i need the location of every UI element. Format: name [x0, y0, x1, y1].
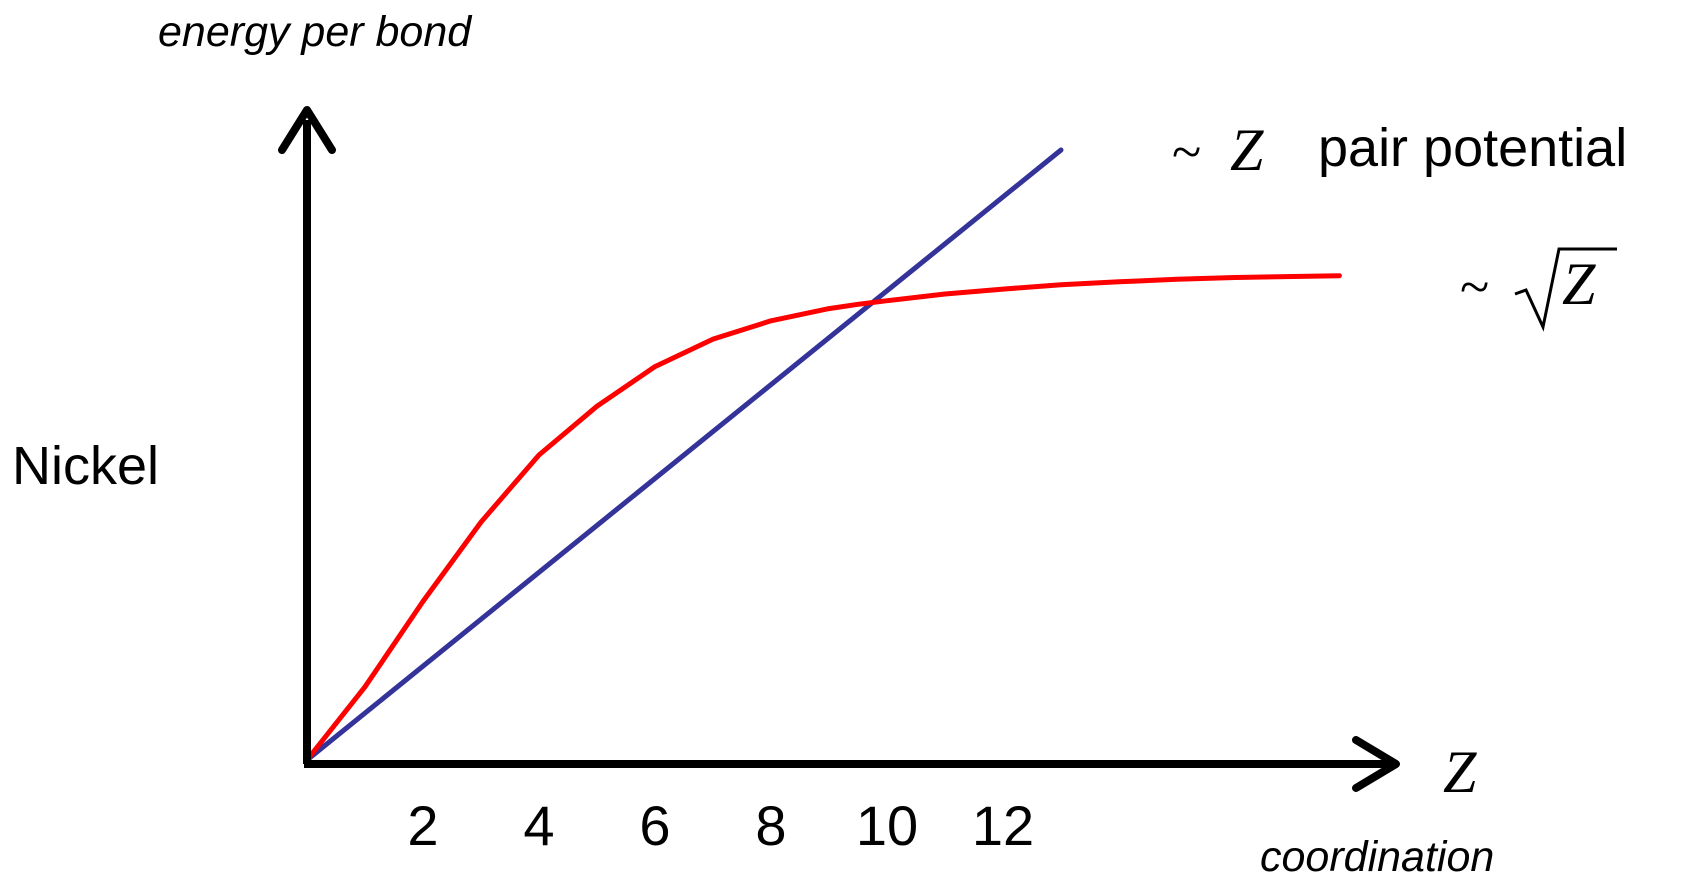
x-axis-symbol: Z — [1443, 739, 1477, 805]
x-tick-label: 10 — [856, 794, 918, 857]
x-axis-arrowhead — [1352, 736, 1400, 792]
side-label: Nickel — [12, 436, 159, 496]
x-tick-label: 6 — [639, 794, 670, 857]
y-axis-arrowhead — [278, 106, 336, 154]
legend-pair-potential: ~ Z pair potential — [1172, 117, 1627, 183]
y-axis-label: energy per bond — [158, 8, 473, 56]
x-tick-label: 12 — [972, 794, 1034, 857]
legend-pair-tilde: ~ — [1172, 122, 1201, 182]
legend-pair-label: pair potential — [1318, 118, 1627, 178]
series-layer — [304, 147, 1342, 763]
legend-sqrt-radicand: Z — [1562, 251, 1596, 317]
x-tick-label: 4 — [523, 794, 554, 857]
x-tick-labels: 2 4 6 8 10 12 — [407, 794, 1034, 857]
x-tick-label: 2 — [407, 794, 438, 857]
series-line-sqrt-z — [304, 273, 1342, 763]
x-axis-label: coordination — [1260, 833, 1494, 873]
sqrt-radical-icon — [1514, 247, 1617, 332]
legend-sqrt-tilde: ~ — [1460, 257, 1489, 317]
series-line-pair-potential — [304, 147, 1064, 763]
legend-pair-symbol: Z — [1230, 117, 1264, 183]
legend-sqrt: ~ Z — [1460, 247, 1617, 332]
x-tick-label: 8 — [755, 794, 786, 857]
